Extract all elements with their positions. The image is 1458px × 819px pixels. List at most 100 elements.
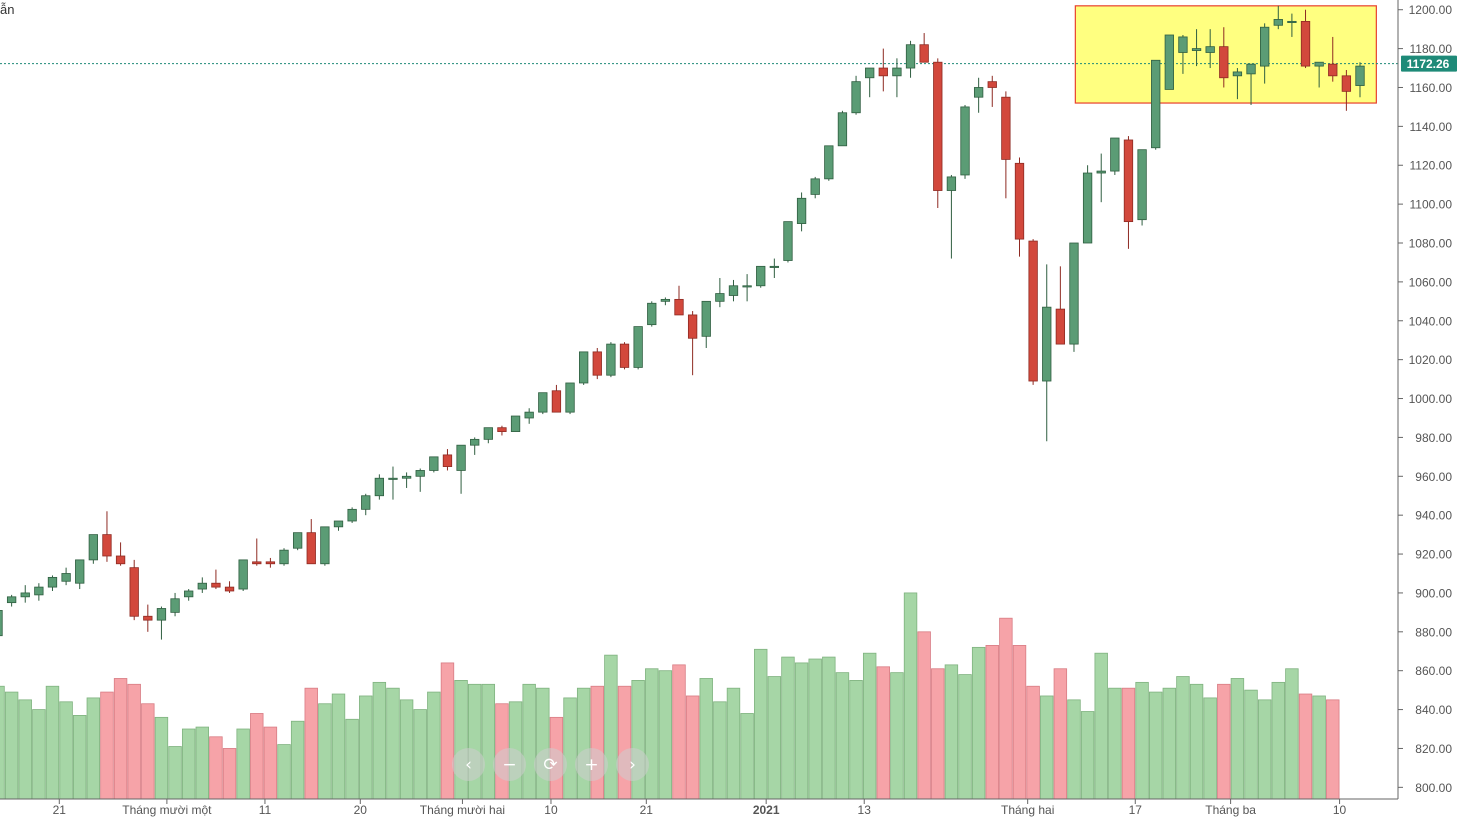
volume-bar <box>1257 699 1272 800</box>
volume-bar <box>794 662 809 800</box>
volume-bar <box>127 683 141 800</box>
candle-body <box>987 81 997 88</box>
candle-body <box>1110 137 1120 172</box>
candle <box>320 526 330 566</box>
candle-body <box>211 582 221 588</box>
time-tick-label: Tháng ba <box>1205 803 1256 817</box>
candle <box>279 548 289 566</box>
candle <box>1164 34 1174 90</box>
candle-body <box>728 285 739 296</box>
last-price-tag: 1172.26 <box>1401 55 1457 72</box>
volume-bar <box>1080 711 1095 800</box>
zoom-in-button[interactable]: + <box>575 748 608 781</box>
candle <box>715 277 725 308</box>
time-tick-label: Tháng mười hai <box>420 803 505 817</box>
volume-bar <box>1271 681 1285 800</box>
candle-body <box>973 87 984 98</box>
candle <box>892 58 902 98</box>
candle <box>170 592 180 617</box>
volume-bar <box>822 656 836 800</box>
time-axis: 21 Tháng mười một 11 20 Tháng mười hai 10 21 20… <box>53 799 1347 817</box>
candle <box>987 75 997 107</box>
candle <box>1300 9 1311 69</box>
candle-body <box>1164 34 1174 90</box>
candle <box>20 585 30 603</box>
candle <box>61 567 71 586</box>
volume-bar <box>699 678 713 800</box>
candle <box>102 511 112 562</box>
candle-body <box>756 265 766 287</box>
candle-body <box>1082 172 1093 244</box>
candle-body <box>1014 162 1025 240</box>
zoom-out-button[interactable]: − <box>493 748 526 781</box>
volume-bar <box>100 691 114 800</box>
candle-body <box>47 576 58 588</box>
candle-body <box>1246 63 1256 75</box>
price-tick-label: 1120.00 <box>1410 159 1453 173</box>
price-tick-label: 980.00 <box>1415 431 1452 445</box>
candle-body <box>1042 306 1052 382</box>
candle-body <box>592 351 602 376</box>
candle-body <box>483 427 493 440</box>
candle-body <box>905 44 916 69</box>
time-tick-label: 11 <box>259 803 272 817</box>
candle-body <box>919 44 929 63</box>
chevron-left-icon: ‹ <box>465 754 472 775</box>
candle-body <box>333 520 344 528</box>
candle <box>442 449 453 471</box>
price-tick-label: 840.00 <box>1415 703 1452 717</box>
scroll-right-button[interactable]: › <box>616 748 649 781</box>
volume-bar <box>1162 687 1177 800</box>
candle-body <box>61 573 71 582</box>
volume-bar <box>59 701 73 800</box>
candle-body <box>1069 242 1079 345</box>
candle <box>1110 137 1120 175</box>
price-tick-label: 1200.00 <box>1409 3 1453 17</box>
candle <box>960 104 970 179</box>
volume-bar <box>372 681 387 800</box>
time-tick-label: 13 <box>858 803 872 817</box>
candle-body <box>347 508 357 522</box>
candle-body <box>946 176 957 191</box>
scroll-left-button[interactable]: ‹ <box>452 748 485 781</box>
volume-bar <box>985 645 999 800</box>
candle <box>6 594 17 607</box>
candle-body <box>1028 240 1038 382</box>
candle-body <box>75 559 85 584</box>
volume-bar <box>754 648 768 800</box>
candle <box>619 342 630 370</box>
candle <box>1082 165 1093 244</box>
reset-button[interactable]: ⟳ <box>534 748 567 781</box>
candle-body <box>197 582 207 590</box>
candle <box>1191 29 1202 67</box>
volume-bar <box>1040 695 1054 800</box>
candle <box>415 468 425 492</box>
candle-body <box>851 81 861 114</box>
candle-body <box>279 549 289 565</box>
volume-bar <box>45 685 60 800</box>
candle <box>333 520 344 531</box>
volume-bar <box>1149 691 1163 800</box>
chart-navigation: ‹ − ⟳ + › <box>452 748 649 784</box>
candle-body <box>442 454 453 467</box>
candle <box>579 351 589 385</box>
chevron-right-icon: › <box>629 754 636 775</box>
candle-body <box>265 561 276 565</box>
candle-body <box>1355 65 1365 86</box>
candle-body <box>647 302 657 326</box>
candle <box>1273 5 1283 30</box>
candle-body <box>606 343 616 376</box>
volume-bar <box>999 617 1013 800</box>
candle-body <box>1260 26 1270 67</box>
volume-bar <box>931 668 945 800</box>
price-tick-label: 920.00 <box>1415 548 1452 562</box>
candle-body <box>1328 63 1338 77</box>
candle <box>1355 62 1365 98</box>
volume-bar <box>917 631 931 800</box>
candle <box>1341 69 1352 111</box>
price-tick-label: 880.00 <box>1415 625 1452 639</box>
candle-body <box>102 534 112 557</box>
candle <box>1178 34 1188 74</box>
candle-body <box>20 592 30 598</box>
